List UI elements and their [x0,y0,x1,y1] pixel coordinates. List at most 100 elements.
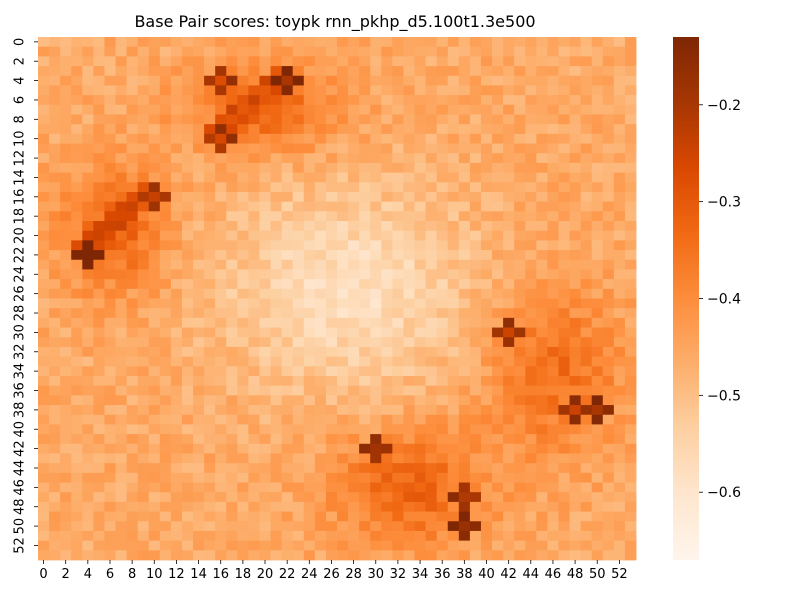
heatmap-cell [613,540,626,551]
heatmap-cell [547,385,559,396]
heatmap-cell [292,114,305,125]
heatmap-cell [193,453,205,464]
heatmap-cell [303,259,316,270]
heatmap-cell [126,405,139,416]
heatmap-cell [436,66,449,77]
heatmap-cell [204,327,216,338]
heatmap-cell [514,521,526,532]
heatmap-cell [148,259,161,270]
heatmap-cell [337,356,349,367]
heatmap-cell [458,269,471,280]
heatmap-cell [104,443,116,454]
y-tick-label: 10 [13,130,28,147]
heatmap-cell [314,501,327,512]
heatmap-cell [226,501,238,512]
heatmap-cell [602,191,615,203]
heatmap-cell [93,37,105,48]
heatmap-cell [159,182,172,193]
heatmap-cell [425,482,438,493]
heatmap-cell [248,482,260,493]
heatmap-cell [580,550,593,561]
heatmap-cell [348,434,360,445]
heatmap-cell [458,153,471,164]
heatmap-cell [281,521,294,532]
heatmap-cell [392,540,404,551]
heatmap-cell [381,482,393,493]
heatmap-cell [49,472,61,483]
heatmap-cell [292,521,305,532]
heatmap-cell [159,191,172,203]
heatmap-cell [270,95,283,106]
heatmap-cell [259,37,271,48]
heatmap-cell [93,298,105,309]
heatmap-cell [314,356,327,367]
heatmap-cell [215,250,227,261]
heatmap-cell [303,511,316,522]
heatmap-cell [569,104,582,115]
heatmap-cell [60,327,72,338]
heatmap-cell [159,521,172,532]
heatmap-cell [270,443,283,454]
heatmap-cell [436,414,449,425]
heatmap-cell [492,366,504,377]
heatmap-cell [436,46,449,57]
heatmap-cell [148,201,161,212]
heatmap-cell [193,104,205,115]
heatmap-cell [248,472,260,483]
heatmap-cell [38,56,50,67]
heatmap-cell [159,327,172,338]
heatmap-cell [82,317,94,328]
heatmap-cell [259,240,271,251]
heatmap-cell [458,317,471,328]
heatmap-cell [292,356,305,367]
heatmap-cell [370,37,382,48]
heatmap-cell [181,85,194,96]
heatmap-cell [348,95,360,106]
heatmap-cell [237,279,249,290]
heatmap-cell [71,269,83,280]
heatmap-cell [425,85,438,96]
heatmap-cell [569,143,582,154]
heatmap-cell [613,405,626,416]
heatmap-cell [126,104,139,115]
heatmap-cell [337,395,349,406]
heatmap-cell [414,221,426,232]
heatmap-cell [591,153,604,164]
heatmap-cell [425,211,438,222]
heatmap-cell [602,530,615,542]
heatmap-cell [303,327,316,338]
heatmap-cell [170,124,183,135]
heatmap-cell [237,453,249,464]
heatmap-cell [204,308,216,319]
heatmap-cell [558,308,570,319]
heatmap-cell [49,279,61,290]
heatmap-cell [193,269,205,280]
heatmap-cell [93,424,105,435]
heatmap-cell [181,221,194,232]
heatmap-cell [381,250,393,261]
heatmap-cell [536,104,548,115]
heatmap-cell [292,191,305,203]
heatmap-cell [591,317,604,328]
heatmap-cell [370,230,382,241]
heatmap-cell [137,385,150,396]
heatmap-cell [60,288,72,299]
heatmap-cell [337,501,349,512]
heatmap-cell [181,191,194,203]
heatmap-cell [248,492,260,503]
heatmap-cell [303,405,316,416]
heatmap-cell [547,269,559,280]
heatmap-cell [193,250,205,261]
heatmap-cell [492,472,504,483]
heatmap-cell [613,250,626,261]
heatmap-cell [337,230,349,241]
heatmap-cell [137,114,150,125]
heatmap-cell [425,405,438,416]
heatmap-cell [115,66,127,77]
heatmap-cell [126,366,139,377]
heatmap-cell [436,511,449,522]
heatmap-cell [126,221,139,232]
heatmap-cell [270,75,283,86]
heatmap-cell [181,366,194,377]
heatmap-cell [270,46,283,57]
